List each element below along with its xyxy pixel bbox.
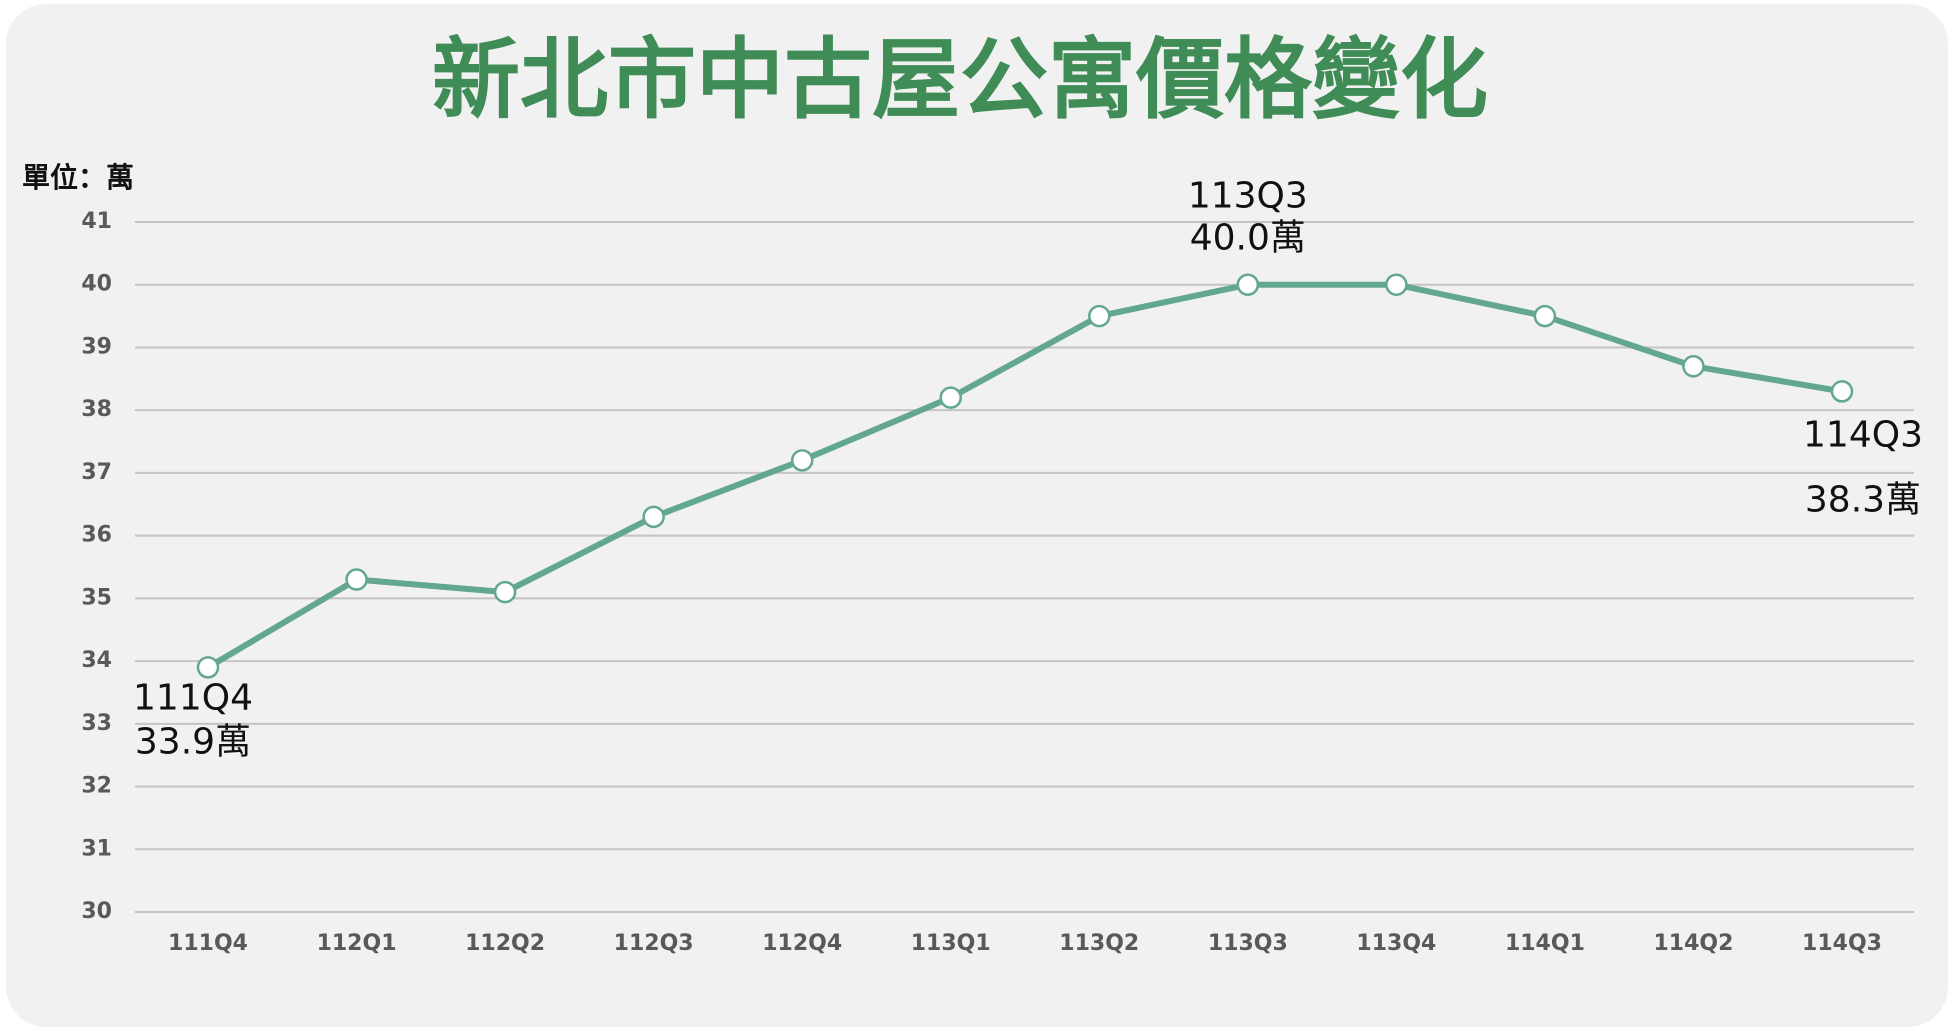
x-tick-label: 114Q3 — [1802, 931, 1882, 956]
marker — [1236, 273, 1260, 296]
marker — [345, 568, 368, 591]
marker — [939, 386, 962, 409]
x-tick-label: 112Q3 — [614, 931, 694, 956]
y-tick-label: 40 — [81, 272, 112, 297]
x-tick-label: 112Q4 — [762, 931, 842, 956]
y-tick-label: 39 — [81, 334, 112, 359]
x-tick-label: 112Q1 — [317, 931, 397, 956]
annotation-category: 114Q3 — [1803, 414, 1923, 455]
marker — [196, 656, 220, 679]
marker — [1385, 273, 1408, 296]
x-tick-label: 113Q3 — [1208, 931, 1288, 956]
annotation-category: 113Q3 — [1188, 176, 1308, 217]
data-label: 33.9萬 — [135, 721, 251, 762]
y-axis-label: 單位：萬 — [22, 161, 134, 194]
y-tick-label: 30 — [81, 899, 112, 924]
x-tick-label: 111Q4 — [168, 931, 248, 956]
x-tick-label: 114Q1 — [1505, 931, 1585, 956]
y-tick-label: 35 — [81, 585, 112, 610]
y-tick-label: 31 — [81, 836, 112, 861]
x-tick-label: 113Q2 — [1059, 931, 1139, 956]
y-tick-label: 34 — [81, 648, 112, 673]
chart-background — [6, 4, 1948, 1027]
data-label: 40.0萬 — [1190, 218, 1306, 259]
data-label: 38.3萬 — [1805, 479, 1921, 520]
y-tick-label: 33 — [81, 711, 112, 736]
x-tick-label: 114Q2 — [1653, 931, 1733, 956]
line — [206, 281, 1843, 670]
y-tick-label: 41 — [81, 209, 112, 234]
marker — [1830, 380, 1854, 403]
marker — [642, 505, 665, 529]
marker — [1533, 304, 1557, 328]
y-tick-label: 36 — [81, 523, 112, 548]
chart-title: 新北市中古屋公寓價格變化 — [432, 28, 1488, 131]
y-tick-label: 37 — [81, 460, 112, 485]
x-tick-label: 113Q4 — [1356, 931, 1436, 956]
marker — [493, 580, 517, 604]
marker — [1682, 355, 1705, 378]
marker — [790, 449, 814, 472]
marker — [1088, 304, 1111, 328]
y-tick-label: 38 — [81, 397, 112, 422]
y-tick-label: 32 — [81, 774, 112, 799]
annotation-category: 111Q4 — [133, 677, 253, 718]
x-tick-label: 113Q1 — [911, 931, 991, 956]
x-tick-label: 112Q2 — [465, 931, 545, 956]
